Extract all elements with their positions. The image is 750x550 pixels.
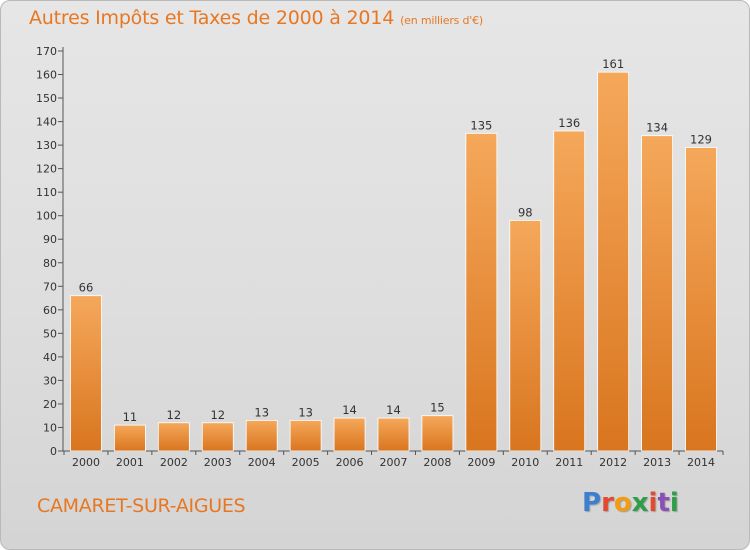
- y-tick-label: 80: [43, 257, 57, 270]
- bar-2002: [157, 422, 190, 452]
- x-tick-label: 2013: [643, 456, 671, 469]
- x-tick-label: 2009: [467, 456, 495, 469]
- bar-2014: [685, 147, 717, 452]
- value-label-2000: 66: [79, 281, 94, 295]
- x-tick-label: 2003: [204, 456, 232, 469]
- value-label-2014: 129: [690, 132, 712, 146]
- x-tick-label: 2006: [336, 456, 364, 469]
- bar-2004: [245, 420, 278, 452]
- y-tick-label: 140: [36, 116, 57, 129]
- bar-2012: [597, 71, 630, 452]
- logo-letter: P: [582, 488, 602, 518]
- y-tick-label: 160: [36, 69, 57, 82]
- x-tick-label: 2012: [599, 456, 627, 469]
- commune-name: CAMARET-SUR-AIGUES: [37, 495, 246, 517]
- bar-2001: [114, 424, 146, 452]
- value-label-2005: 13: [298, 405, 313, 419]
- y-tick-label: 90: [43, 233, 57, 246]
- chart-subtitle: (en milliers d'€): [400, 14, 483, 27]
- x-tick-label: 2014: [687, 456, 715, 469]
- value-label-2006: 14: [342, 403, 357, 417]
- bar-2008: [421, 415, 454, 452]
- title-text: Autres Impôts et Taxes de 2000 à 2014: [29, 7, 395, 29]
- chart-bars: [70, 71, 717, 452]
- x-tick-label: 2004: [248, 456, 276, 469]
- bar-2013: [641, 135, 673, 452]
- bar-2009: [465, 132, 498, 452]
- y-tick-label: 110: [36, 186, 57, 199]
- logo-letter: i: [669, 488, 679, 518]
- logo-letter: o: [613, 488, 632, 518]
- y-tick-label: 170: [36, 45, 57, 58]
- bar-2011: [553, 130, 586, 452]
- y-tick-label: 30: [43, 374, 57, 387]
- value-label-2003: 12: [210, 408, 225, 422]
- y-tick-label: 40: [43, 351, 57, 364]
- value-label-2004: 13: [254, 405, 269, 419]
- logo-letter: t: [657, 488, 670, 518]
- chart-value-labels: 66 11 12 12 13 13 14 14 15 135 98 136 161 134 129: [79, 57, 712, 424]
- value-label-2007: 14: [386, 403, 401, 417]
- value-label-2001: 11: [123, 410, 138, 424]
- y-tick-label: 60: [43, 304, 57, 317]
- y-tick-label: 130: [36, 139, 57, 152]
- proxiti-logo: Proxiti: [582, 488, 679, 518]
- x-tick-label: 2005: [292, 456, 320, 469]
- value-label-2010: 98: [518, 205, 533, 219]
- logo-letter: x: [631, 488, 649, 518]
- bar-2005: [289, 420, 322, 452]
- chart-title: Autres Impôts et Taxes de 2000 à 2014 (en…: [29, 7, 483, 29]
- value-label-2011: 136: [558, 116, 580, 130]
- y-tick-label: 50: [43, 327, 57, 340]
- logo-letter: r: [601, 488, 614, 518]
- x-tick-label: 2000: [72, 456, 100, 469]
- y-tick-label: 100: [36, 210, 57, 223]
- x-tick-label: 2011: [555, 456, 583, 469]
- y-tick-label: 120: [36, 163, 57, 176]
- value-label-2008: 15: [430, 401, 445, 415]
- bar-2007: [377, 417, 410, 452]
- x-tick-label: 2007: [380, 456, 408, 469]
- x-tick-label: 2010: [511, 456, 539, 469]
- value-label-2009: 135: [470, 118, 492, 132]
- value-label-2013: 134: [646, 121, 668, 135]
- x-tick-label: 2001: [116, 456, 144, 469]
- y-tick-label: 70: [43, 280, 57, 293]
- y-tick-label: 20: [43, 398, 57, 411]
- bar-2000: [70, 295, 102, 452]
- bar-2010: [509, 220, 542, 452]
- y-tick-label: 0: [50, 445, 57, 458]
- value-label-2012: 161: [602, 57, 624, 71]
- logo-letter: i: [648, 488, 658, 518]
- bar-2006: [333, 417, 366, 452]
- bar-2003: [201, 422, 234, 452]
- y-tick-label: 150: [36, 92, 57, 105]
- x-tick-label: 2002: [160, 456, 188, 469]
- x-tick-label: 2008: [423, 456, 451, 469]
- y-tick-label: 10: [43, 421, 57, 434]
- value-label-2002: 12: [167, 408, 182, 422]
